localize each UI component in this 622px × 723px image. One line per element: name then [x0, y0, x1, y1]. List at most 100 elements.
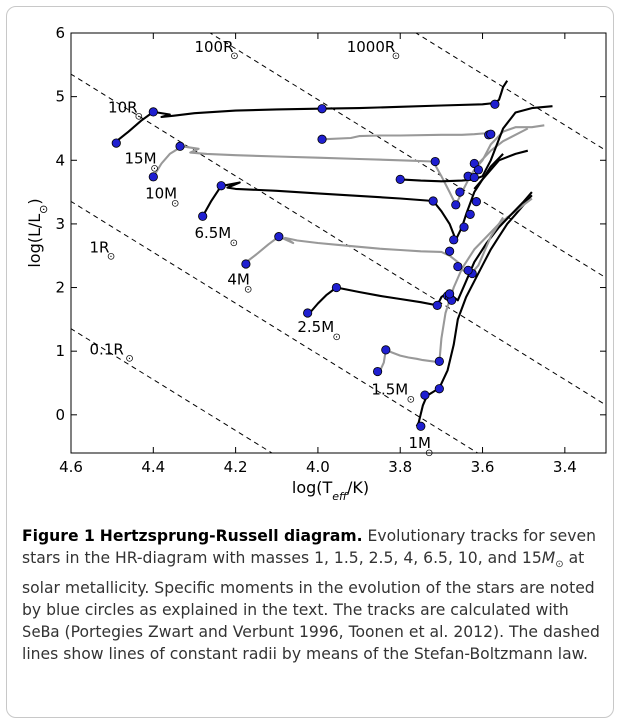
marker-point [216, 181, 226, 191]
track-1M [415, 194, 533, 427]
solar-symbol: ⊙ [171, 198, 179, 209]
hr-diagram: 0.1R⊙1R⊙10R⊙100R⊙1000R⊙1M⊙1.5M⊙2.5M⊙4M⊙6… [25, 24, 607, 503]
radius-label: 0.1R [90, 340, 124, 358]
x-tick-label: 4.0 [306, 458, 330, 476]
marker-point [381, 345, 391, 355]
track-branch [473, 124, 545, 171]
solar-symbol: ⊙ [150, 163, 158, 174]
caption-text-3: (Portegies Zwart and Verbunt 1996, Toone… [22, 622, 600, 664]
radius-label: 1000R [347, 38, 396, 56]
radius-line [71, 200, 479, 453]
x-tick-label: 4.2 [224, 458, 248, 476]
solar-symbol: ⊙ [107, 252, 115, 263]
marker-point [274, 232, 284, 242]
radius-label: 100R [194, 38, 233, 56]
marker-point [459, 222, 469, 232]
marker-point [486, 129, 496, 139]
chart-labels: 0.1R⊙1R⊙10R⊙100R⊙1000R⊙1M⊙1.5M⊙2.5M⊙4M⊙6… [90, 38, 434, 459]
track-branch [321, 131, 496, 141]
figure-caption: Figure 1 Hertzsprung-Russell diagram. Ev… [22, 525, 602, 665]
track-1.5M [378, 197, 533, 372]
x-tick-label: 3.4 [553, 458, 577, 476]
marker-point [469, 158, 479, 169]
figure-frame [6, 6, 614, 718]
marker-point [428, 196, 438, 206]
marker-point [473, 165, 484, 175]
marker-point [449, 235, 459, 245]
marker-point [469, 172, 479, 183]
marker-point [148, 107, 158, 117]
radius-label: 1R [90, 239, 110, 257]
figure-title: Hertzsprung-Russell diagram. [99, 527, 363, 545]
solar-symbol: ⊙ [135, 112, 143, 123]
marker-point [303, 308, 313, 318]
track-15M [113, 80, 509, 144]
radius-line [415, 33, 606, 152]
msun-subscript: ⊙ [555, 559, 564, 571]
x-tick-label: 4.4 [141, 458, 165, 476]
solar-symbol: ⊙ [230, 51, 238, 62]
x-axis-label: log(Teff/K) [292, 478, 369, 503]
track-2.5M [308, 191, 533, 314]
marker-point [331, 282, 342, 293]
solar-symbol: ⊙ [333, 332, 341, 343]
marker-point [434, 384, 444, 394]
x-tick-label: 4.6 [59, 458, 83, 476]
marker-point [430, 156, 440, 167]
mass-label: 6.5M [194, 224, 231, 242]
mass-label: 1.5M [371, 380, 408, 398]
marker-point [198, 211, 208, 221]
marker-point [420, 390, 430, 400]
mass-label: 10M [145, 184, 177, 202]
msun-symbol: M [541, 549, 556, 568]
figure-label: Figure 1 [22, 527, 95, 545]
marker-point [471, 197, 481, 207]
solar-symbol: ⊙ [407, 394, 415, 405]
caption-text-1: Evolutionary tracks for seven stars in t… [22, 527, 596, 568]
mass-label: 15M [125, 149, 157, 167]
x-tick-label: 3.8 [388, 458, 412, 476]
marker-point [453, 261, 463, 272]
marker-point [111, 138, 121, 148]
y-tick-label: 0 [55, 406, 65, 424]
axes: 4.6 4.4 4.2 4.0 3.8 3.6 3.4 0 1 2 3 4 5 6 log(Teff/K) l… [25, 24, 606, 503]
marker-point [445, 289, 455, 299]
marker-point [175, 141, 185, 151]
marker-point [395, 174, 405, 184]
marker-point [451, 200, 461, 210]
marker-point [434, 356, 444, 366]
y-tick-label: 3 [55, 215, 65, 233]
y-axis-label: log(L/L⊙) [25, 198, 50, 267]
marker-point [372, 366, 383, 377]
track-6.5M [201, 153, 504, 241]
marker-point [317, 104, 327, 114]
marker-point [445, 246, 455, 256]
y-tick-label: 1 [55, 342, 65, 360]
plot-frame [70, 32, 607, 454]
y-tick-label: 6 [55, 24, 65, 42]
solar-symbol: ⊙ [230, 238, 238, 249]
marker-point [241, 259, 251, 269]
x-tick-label: 3.6 [471, 458, 495, 476]
marker-point [317, 134, 327, 144]
track-branch [473, 149, 529, 190]
solar-symbol: ⊙ [125, 353, 133, 364]
track-branch [400, 105, 553, 183]
y-tick-label: 2 [55, 279, 65, 297]
marker-point [148, 172, 158, 182]
radius-lines [71, 33, 606, 453]
caption-text-2: at solar metallicity. Specific moments i… [22, 549, 595, 619]
mass-label: 2.5M [297, 318, 334, 336]
marker-point [463, 265, 473, 275]
marker-point [465, 209, 475, 219]
radius-label: 10R [108, 99, 138, 117]
solar-symbol: ⊙ [244, 284, 252, 295]
y-tick-label: 5 [55, 88, 65, 106]
marker-point [416, 421, 426, 431]
radius-line [209, 33, 606, 279]
mass-label: 1M [408, 434, 431, 452]
caption-code: SeBa [22, 622, 60, 641]
solar-symbol: ⊙ [392, 51, 400, 62]
marker-point [490, 99, 500, 109]
evolution-markers [111, 99, 500, 431]
